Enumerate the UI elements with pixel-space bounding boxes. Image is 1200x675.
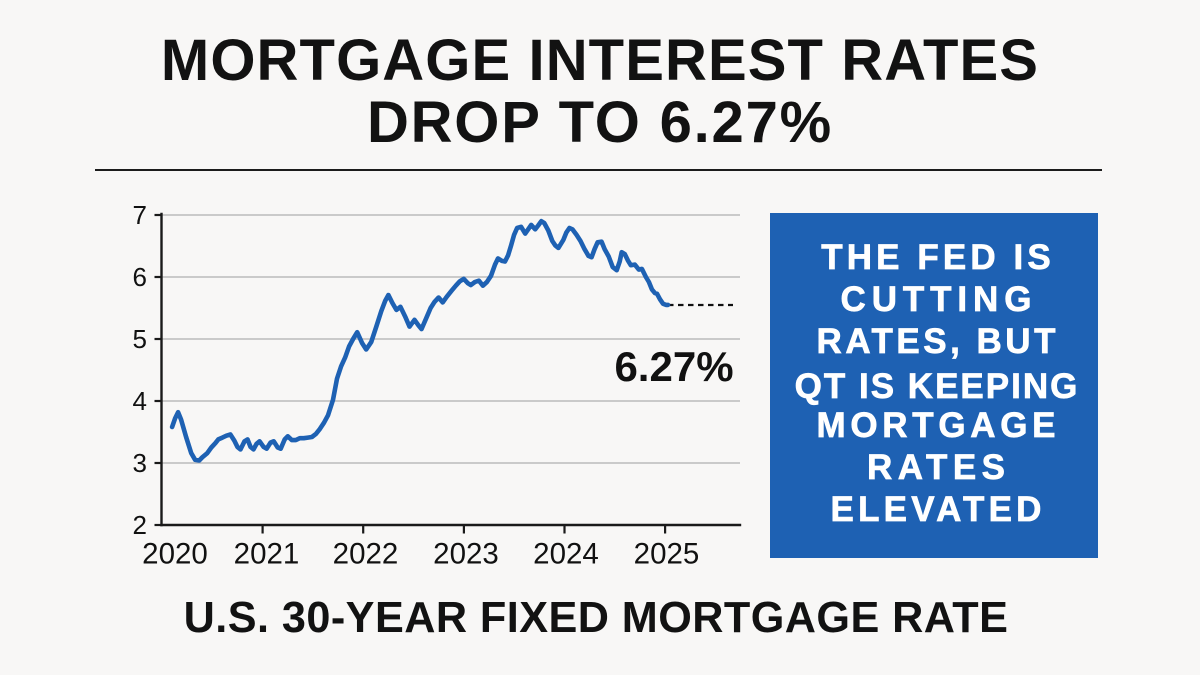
svg-text:2025: 2025 [634,538,700,571]
svg-text:4: 4 [133,386,147,416]
svg-text:3: 3 [133,448,147,478]
svg-text:2023: 2023 [433,538,499,571]
svg-text:7: 7 [133,200,147,230]
svg-text:2024: 2024 [533,538,599,571]
svg-text:5: 5 [133,324,147,354]
svg-text:2021: 2021 [234,538,300,571]
svg-text:2022: 2022 [333,538,399,571]
svg-text:2: 2 [133,510,147,540]
svg-text:6.27%: 6.27% [614,343,733,390]
svg-text:2020: 2020 [142,538,208,571]
svg-text:6: 6 [133,262,147,292]
